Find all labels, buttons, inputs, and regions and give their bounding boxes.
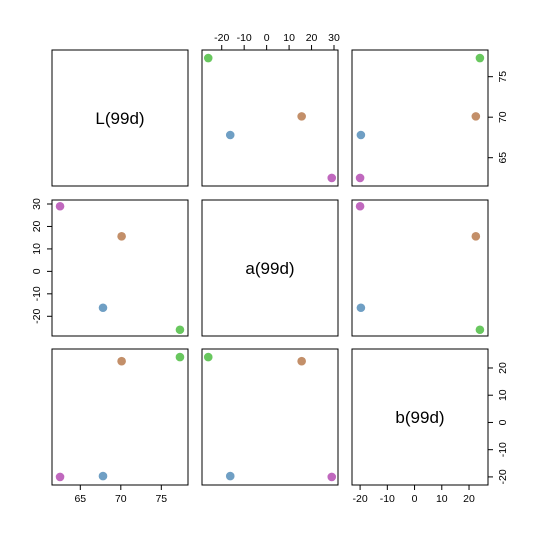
panel-r1-c2	[351, 199, 489, 337]
top_col1-tick-label-2: 0	[264, 32, 270, 44]
panel-r0-c0	[51, 49, 189, 187]
top_col1-tick-label-5: 30	[328, 32, 340, 44]
bottom_col2-tick-label-3: 10	[436, 493, 448, 505]
data-point-r0-c1-3	[327, 173, 337, 183]
data-point-r1-c2-2	[471, 232, 481, 241]
right_row0-tick-label-1: 70	[497, 111, 509, 123]
bottom_col2-tick-label-4: 20	[463, 493, 475, 505]
right_row2-tick-label-4: 20	[497, 362, 509, 374]
right_row2-tick-label-3: 10	[497, 389, 509, 401]
data-point-r2-c0-1	[98, 471, 108, 481]
diagonal-label-0: L(99d)	[95, 109, 144, 128]
right_row2-tick-label-1: -10	[497, 442, 509, 457]
data-point-r1-c0-2	[117, 232, 126, 241]
panel-r1-c1	[201, 199, 339, 337]
data-point-r1-c2-1	[356, 303, 366, 313]
data-point-r0-c1-1	[225, 130, 235, 140]
left_row1-tick-label-4: 20	[31, 220, 43, 232]
bottom_col2-tick-label-2: 0	[412, 493, 418, 505]
data-point-r1-c0-3	[55, 201, 65, 211]
data-point-r2-c0-3	[55, 472, 65, 482]
panel-r2-c1	[201, 348, 339, 486]
data-point-r0-c2-1	[356, 130, 366, 140]
right_row2-tick-label-0: -20	[497, 469, 509, 484]
bottom_col0-tick-label-0: 65	[74, 493, 86, 505]
data-point-r0-c1-2	[297, 112, 306, 121]
data-point-r2-c1-2	[297, 356, 306, 366]
diagonal-label-1: a(99d)	[245, 259, 294, 278]
data-point-r2-c1-3	[327, 472, 337, 482]
top_col1-tick-label-0: -20	[214, 32, 229, 44]
left_row1-tick-label-0: -20	[31, 309, 43, 324]
bottom_col0-tick-label-1: 70	[115, 493, 127, 505]
data-point-r1-c0-0	[175, 325, 185, 335]
left_row1-tick-label-3: 10	[31, 243, 43, 255]
bottom_col2-tick-label-1: -10	[380, 493, 395, 505]
data-point-r2-c1-0	[203, 352, 213, 362]
data-point-r1-c2-0	[475, 325, 485, 335]
data-point-r0-c2-3	[355, 173, 365, 183]
top_col1-tick-label-1: -10	[237, 32, 252, 44]
data-point-r0-c2-2	[471, 112, 481, 121]
data-point-r1-c0-1	[98, 303, 108, 313]
diagonal-label-2: b(99d)	[395, 408, 444, 427]
panel-r1-c0	[51, 199, 189, 337]
data-point-r2-c1-1	[225, 471, 235, 481]
right_row0-tick-label-0: 65	[497, 152, 509, 164]
top_col1-tick-label-3: 10	[283, 32, 295, 44]
top_col1-tick-label-4: 20	[306, 32, 318, 44]
panel-r0-c2	[351, 49, 489, 187]
panel-r0-c1	[201, 49, 339, 187]
right_row0-tick-label-2: 75	[497, 71, 509, 83]
bottom_col2-tick-label-0: -20	[352, 493, 367, 505]
right_row2-tick-label-2: 0	[497, 419, 509, 425]
left_row1-tick-label-1: -10	[31, 286, 43, 301]
left_row1-tick-label-5: 30	[31, 198, 43, 210]
data-point-r1-c2-3	[355, 201, 365, 211]
data-point-r2-c0-0	[175, 352, 185, 362]
panel-r2-c0	[51, 348, 189, 486]
bottom_col0-tick-label-2: 75	[155, 493, 167, 505]
data-point-r0-c1-0	[203, 53, 213, 63]
data-point-r0-c2-0	[475, 53, 485, 63]
left_row1-tick-label-2: 0	[31, 268, 43, 274]
data-point-r2-c0-2	[117, 356, 126, 366]
